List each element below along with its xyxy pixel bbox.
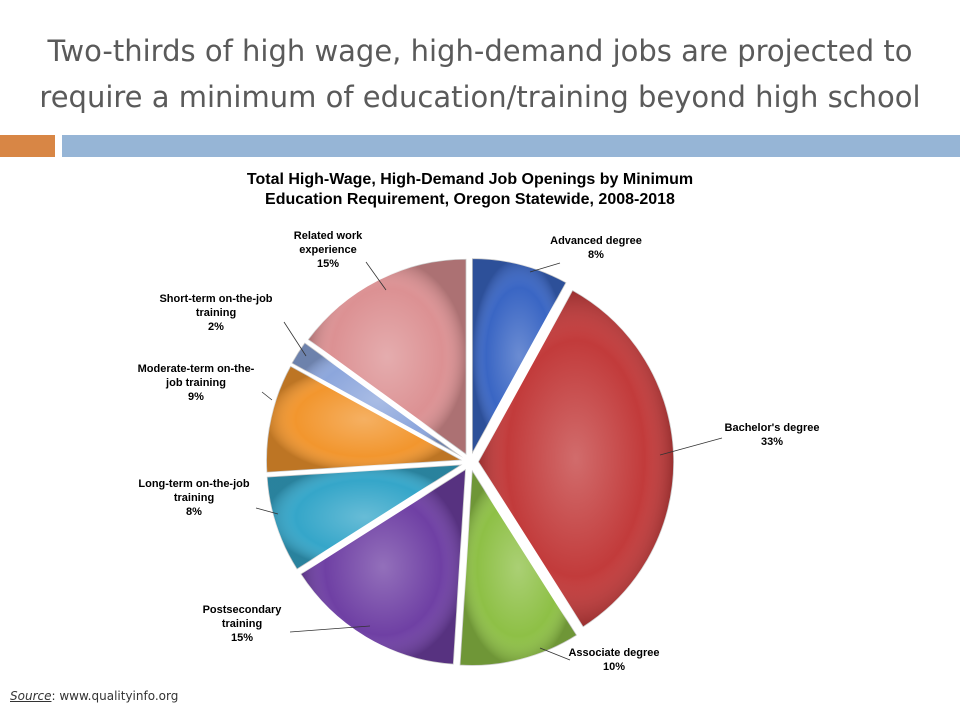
leader-line-bachelors [659, 437, 723, 456]
leader-line-associate [539, 647, 571, 661]
source-link[interactable]: www.qualityinfo.org [59, 689, 179, 703]
pie-label-line-short-term-2: 2% [208, 321, 224, 333]
pie-label-postsecondary: Postsecondary training 15% [203, 604, 283, 644]
pie-slice-shade-advanced [471, 258, 567, 455]
pie-label-line-moderate-term-1: job training [165, 377, 226, 389]
slide-title-line-1: Two-thirds of high wage, high-demand job… [47, 34, 913, 68]
pie-label-long-term: Long-term on-the-job training 8% [138, 478, 249, 518]
pie-label-related-work: Related work experience 15% [294, 230, 363, 270]
pie-label-line-advanced-0: Advanced degree [550, 235, 642, 247]
pie-slice-shade-moderate-term [266, 365, 463, 473]
pie-label-moderate-term: Moderate-term on-the-job training 9% [138, 363, 255, 403]
leader-line-moderate-term [261, 391, 273, 401]
pie-slice-shade-long-term [266, 464, 463, 570]
pie-label-associate: Associate degree 10% [568, 647, 659, 673]
pie-slice-shade-related-work [307, 258, 467, 455]
pie-label-advanced: Advanced degree 8% [550, 235, 642, 261]
pie-slice-shade-associate [459, 469, 578, 666]
pie-label-line-bachelors-1: 33% [761, 436, 783, 448]
pie-label-line-postsecondary-2: 15% [231, 632, 253, 644]
leader-line-advanced [529, 262, 561, 273]
chart-title: Total High-Wage, High-Demand Job Opening… [120, 170, 820, 210]
leader-line-long-term [255, 507, 279, 515]
source-label: Source [10, 689, 52, 703]
pie-label-bachelors: Bachelor's degree 33% [725, 422, 820, 448]
pie-label-line-related-work-0: Related work [294, 230, 363, 242]
leader-line-postsecondary [289, 625, 371, 633]
slide-title-line-2: require a minimum of education/training … [39, 80, 921, 114]
pie-label-line-moderate-term-2: 9% [188, 391, 204, 403]
chart-title-line-1: Total High-Wage, High-Demand Job Opening… [246, 171, 694, 188]
chart-title-line-2: Education Requirement, Oregon Statewide,… [265, 191, 675, 208]
source-separator: : [51, 689, 60, 703]
slide-title: Two-thirds of high wage, high-demand job… [0, 28, 960, 120]
pie-label-line-long-term-1: training [174, 492, 214, 504]
pie-label-line-short-term-0: Short-term on-the-job [159, 293, 272, 305]
pie-label-line-long-term-2: 8% [186, 506, 202, 518]
pie-label-line-advanced-1: 8% [588, 249, 604, 261]
pie-label-line-moderate-term-0: Moderate-term on-the- [138, 363, 255, 375]
pie-label-line-postsecondary-1: training [222, 618, 262, 630]
pie-label-line-long-term-0: Long-term on-the-job [138, 478, 249, 490]
pie-slice-shade-postsecondary [300, 468, 466, 665]
source-note: Source: www.qualityinfo.org [10, 689, 178, 703]
pie-label-line-short-term-1: training [196, 307, 236, 319]
pie-label-line-bachelors-0: Bachelor's degree [725, 422, 820, 434]
leader-line-related-work [365, 261, 387, 291]
pie-label-line-related-work-1: experience [299, 244, 356, 256]
pie-label-line-related-work-2: 15% [317, 258, 339, 270]
pie-label-short-term: Short-term on-the-job training 2% [159, 293, 272, 333]
pie-label-line-associate-1: 10% [603, 661, 625, 673]
accent-bar-right [62, 135, 960, 157]
leader-line-short-term [283, 321, 307, 357]
accent-bar-left [0, 135, 55, 157]
pie-label-line-postsecondary-0: Postsecondary [203, 604, 283, 616]
pie-slice-shade-short-term [291, 342, 464, 458]
pie-label-line-associate-0: Associate degree [568, 647, 659, 659]
pie-slice-shade-bachelors [477, 289, 674, 628]
